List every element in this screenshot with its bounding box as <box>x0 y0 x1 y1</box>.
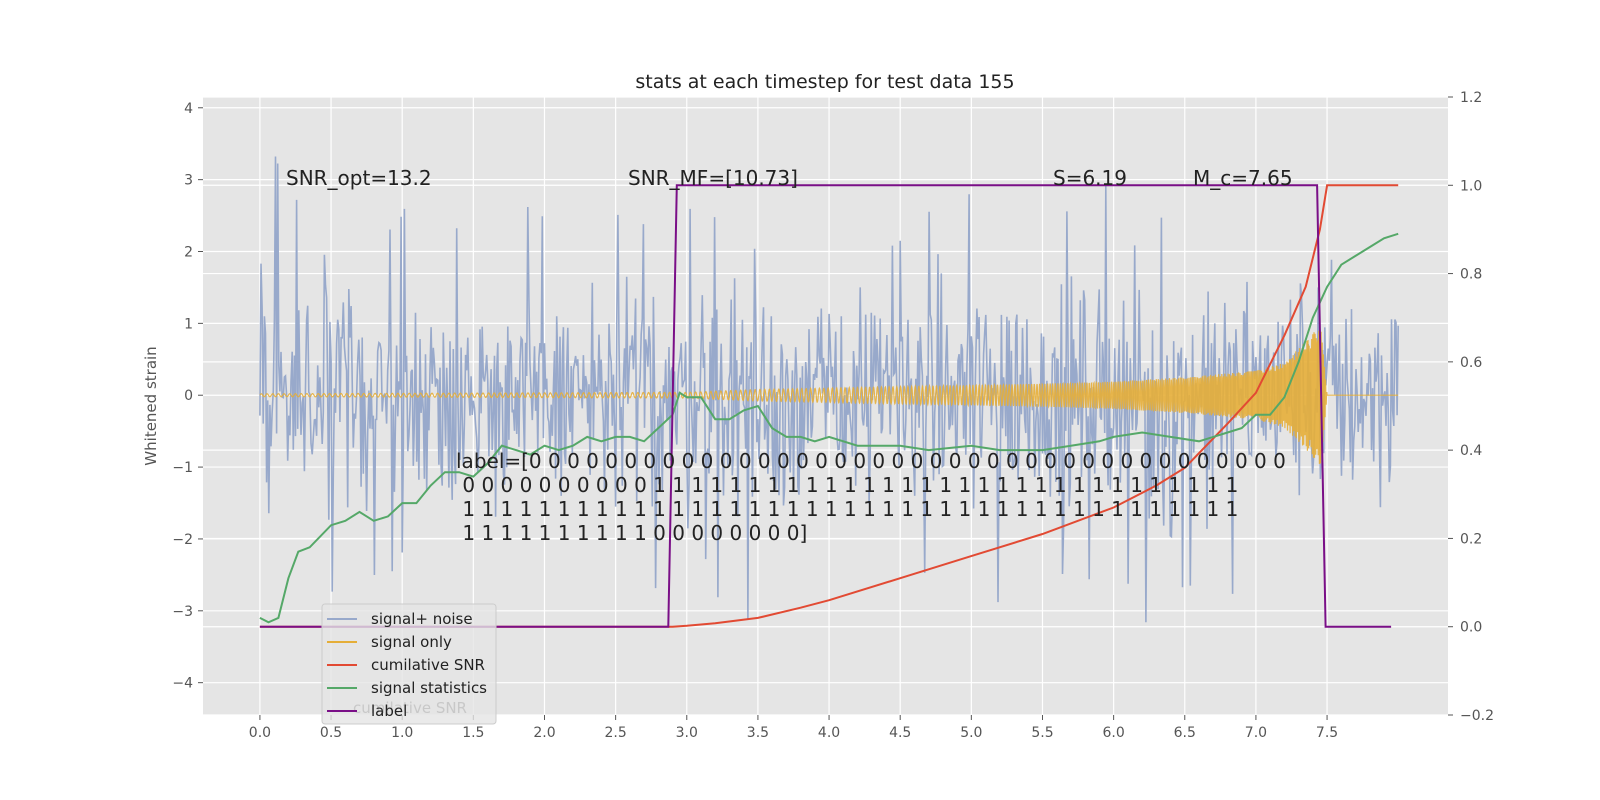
y-tick-label: 4 <box>184 101 193 117</box>
x-tick-label: 5.5 <box>1031 725 1053 741</box>
legend-entry-noise: signal+ noise <box>371 610 473 628</box>
x-tick-label: 2.0 <box>533 725 555 741</box>
legend: cumilative SNR signal+ noise signal only… <box>321 603 497 725</box>
y-tick-label: −2 <box>172 532 193 548</box>
snr-mf-annotation: SNR_MF=[10.73] <box>628 166 798 190</box>
snr-opt-annotation: SNR_opt=13.2 <box>286 166 432 190</box>
y2-tick-label: −0.2 <box>1460 708 1494 724</box>
y2-tick-label: 0.8 <box>1460 267 1482 283</box>
y2-tick-label: 0.2 <box>1460 531 1482 547</box>
x-tick-label: 3.5 <box>747 725 769 741</box>
y-tick-label: −3 <box>172 604 193 620</box>
x-tick-label: 6.5 <box>1174 725 1196 741</box>
x-tick-label: 5.0 <box>960 725 982 741</box>
legend-entry-label: label <box>371 702 407 720</box>
label-line-2: 0 0 0 0 0 0 0 0 0 0 1 1 1 1 1 1 1 1 1 1 … <box>456 473 1238 497</box>
y2-tick-label: 0.0 <box>1460 620 1482 636</box>
legend-entry-signal: signal only <box>371 633 452 651</box>
series-signal-only <box>259 322 1399 464</box>
x-tick-label: 0.5 <box>320 725 342 741</box>
label-line-1: label=[0 0 0 0 0 0 0 0 0 0 0 0 0 0 0 0 0… <box>456 449 1286 473</box>
label-array-annotation: label=[0 0 0 0 0 0 0 0 0 0 0 0 0 0 0 0 0… <box>456 449 1286 545</box>
x-tick-label: 7.5 <box>1316 725 1338 741</box>
legend-ghost-text: cumilative SNR <box>353 699 467 717</box>
s-annotation: S=6.19 <box>1053 166 1127 190</box>
x-tick-label: 4.5 <box>889 725 911 741</box>
y-tick-label: 0 <box>184 388 193 404</box>
legend-entry-stats: signal statistics <box>371 679 487 697</box>
y2-tick-label: 1.2 <box>1460 90 1482 106</box>
y-tick-label: 2 <box>184 245 193 261</box>
x-tick-label: 3.0 <box>676 725 698 741</box>
x-tick-label: 1.0 <box>391 725 413 741</box>
y-tick-label: 1 <box>184 316 193 332</box>
y-tick-label: −1 <box>172 460 193 476</box>
x-tick-label: 1.5 <box>462 725 484 741</box>
label-line-4: 1 1 1 1 1 1 1 1 1 1 0 0 0 0 0 0 0 0] <box>456 521 807 545</box>
y-tick-label: −4 <box>172 676 193 692</box>
series-signal-statistics <box>259 232 1399 624</box>
y-axis-label: Whitened strain <box>142 346 160 465</box>
series-signal-noise <box>259 156 1399 623</box>
series-label <box>259 184 1392 628</box>
label-line-3: 1 1 1 1 1 1 1 1 1 1 1 1 1 1 1 1 1 1 1 1 … <box>456 497 1238 521</box>
series-layer <box>259 156 1399 628</box>
legend-box <box>321 603 497 725</box>
legend-entry-cum-snr: cumilative SNR <box>371 656 485 674</box>
axes-layer: 0.0 0.5 1.0 1.5 2.0 2.5 3.0 3.5 4.0 4.5 5.0 5.5 6.0 6… <box>172 90 1494 741</box>
x-tick-label: 6.0 <box>1102 725 1124 741</box>
chart-title: stats at each timestep for test data 155 <box>635 71 1014 93</box>
series-cumulative-snr <box>259 184 1399 628</box>
y-tick-label: 3 <box>184 173 193 189</box>
x-tick-label: 2.5 <box>604 725 626 741</box>
x-tick-label: 4.0 <box>818 725 840 741</box>
x-tick-label: 0.0 <box>249 725 271 741</box>
y2-tick-label: 0.6 <box>1460 355 1482 371</box>
mc-annotation: M_c=7.65 <box>1193 166 1293 190</box>
y2-tick-label: 0.4 <box>1460 443 1482 459</box>
y2-tick-label: 1.0 <box>1460 178 1482 194</box>
x-tick-label: 7.0 <box>1245 725 1267 741</box>
